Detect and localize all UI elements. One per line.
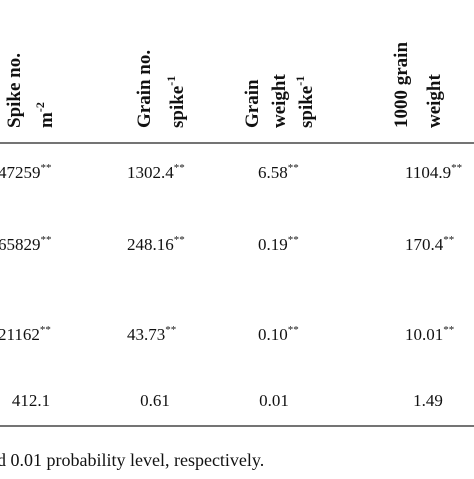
cell-text: 6.58** <box>258 162 299 182</box>
cell-sup: ** <box>165 324 176 336</box>
cell-text: 0.10** <box>258 324 299 344</box>
cell-text: 248.16** <box>127 234 185 254</box>
cell-text: 47259** <box>0 162 52 182</box>
footnote: d 0.01 probability level, respectively. <box>0 450 264 470</box>
header-text: 1000 grain <box>391 42 412 128</box>
cell-sup: ** <box>174 234 185 246</box>
header-text: weight <box>424 74 445 129</box>
cell-sup: ** <box>443 324 454 336</box>
cell-value: 1104.9 <box>405 163 451 182</box>
cell-text: 1.49 <box>413 391 443 410</box>
cell-value: 1.49 <box>413 391 443 410</box>
header-text: spike-1 <box>164 76 188 128</box>
header-sup: -1 <box>293 76 307 86</box>
cell-value: 412.1 <box>12 391 50 410</box>
cell-value: 47259 <box>0 163 41 182</box>
cell-text: 1104.9** <box>405 162 462 182</box>
header-line: weight <box>269 74 290 129</box>
header-text: m-2 <box>33 102 57 128</box>
cell-sup: ** <box>41 162 52 174</box>
cell-text: 170.4** <box>405 234 454 254</box>
header-line: 1000 grain <box>391 42 412 128</box>
cell-text: 43.73** <box>127 324 176 344</box>
cell-text: 0.19** <box>258 234 299 254</box>
cell-sup: ** <box>443 234 454 246</box>
header-line: Spike no. <box>4 53 25 128</box>
header-text: weight <box>269 74 290 129</box>
cell-sup: ** <box>40 324 51 336</box>
cell-value: 10.01 <box>405 325 443 344</box>
header-line: spike <box>296 86 317 128</box>
cell-text: 10.01** <box>405 324 454 344</box>
cell-text: 1302.4** <box>127 162 185 182</box>
cell-text: 21162** <box>0 324 51 344</box>
header-text: spike-1 <box>293 76 317 128</box>
cell-sup: ** <box>451 162 462 174</box>
cell-value: 43.73 <box>127 325 165 344</box>
header-text: Grain <box>242 79 263 128</box>
cell-sup: ** <box>174 162 185 174</box>
cell-value: 21162 <box>0 325 40 344</box>
cell-text: 412.1 <box>12 391 50 410</box>
cell-value: 6.58 <box>258 163 288 182</box>
header-line: Grain <box>242 79 263 128</box>
header-line: spike <box>167 86 188 128</box>
cell-sup: ** <box>288 162 299 174</box>
header-line: Grain no. <box>134 50 155 128</box>
cell-value: 65829 <box>0 235 41 254</box>
cell-text: 0.61 <box>140 391 170 410</box>
header-text: Spike no. <box>4 53 25 128</box>
cell-value: 1302.4 <box>127 163 174 182</box>
cell-value: 248.16 <box>127 235 174 254</box>
cell-sup: ** <box>288 324 299 336</box>
cell-value: 0.19 <box>258 235 288 254</box>
cell-text: 65829** <box>0 234 52 254</box>
header-line: m <box>36 112 57 128</box>
header-text: Grain no. <box>134 50 155 128</box>
cell-text: 0.01 <box>259 391 289 410</box>
header-sup: -2 <box>33 102 47 112</box>
cell-value: 0.10 <box>258 325 288 344</box>
cell-value: 170.4 <box>405 235 444 254</box>
cell-value: 0.01 <box>259 391 289 410</box>
cell-sup: ** <box>41 234 52 246</box>
cell-sup: ** <box>288 234 299 246</box>
header-sup: -1 <box>164 76 178 86</box>
header-line: weight <box>424 74 445 129</box>
cell-value: 0.61 <box>140 391 170 410</box>
